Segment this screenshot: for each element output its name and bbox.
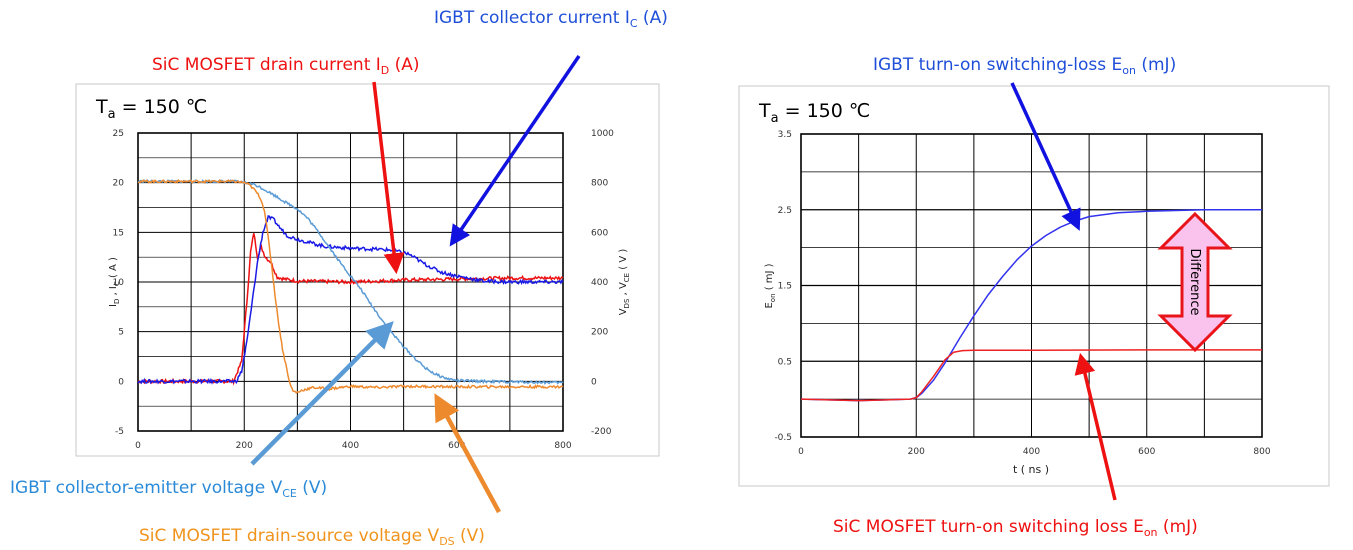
x-tick-label: 600: [448, 441, 465, 451]
igbt-ce-voltage-annotation: IGBT collector-emitter voltage VCE (V): [10, 478, 327, 500]
sic-ds-voltage-annotation: SiC MOSFET drain-source voltage VDS (V): [139, 526, 485, 548]
annotations: IGBT collector current IC (A) SiC MOSFET…: [10, 8, 1198, 548]
igbt-ic-pointer-arrow: [449, 55, 581, 247]
left-y-tick-label: 10: [113, 278, 125, 288]
left-y-tick-label: 0: [118, 377, 124, 387]
loss-y-tick-label: 1.5: [778, 282, 792, 292]
left-y-tick-label: 25: [113, 129, 124, 139]
series-igbt_ic: [137, 215, 564, 385]
waveform-left-y-ticks: -5 0 5 10 15 20 25: [113, 129, 125, 437]
loss-x-tick-label: 200: [908, 447, 925, 457]
waveform-chart-frame: [75, 83, 660, 457]
right-axis-label: VDS , VCE ( V ): [618, 249, 631, 316]
series-sic_eon: [800, 349, 1262, 402]
loss-y-axis-label: Eon ( mJ ): [764, 263, 777, 308]
right-y-tick-label: 400: [591, 278, 608, 288]
x-tick-label: 0: [135, 441, 141, 451]
loss-chart: Ta = 150 ℃ 0 200 400 600 800 -0.5 0.5 1.5 2.5 3.…: [738, 85, 1330, 487]
loss-y-tick-label: 3.5: [778, 130, 792, 140]
left-y-tick-label: 20: [113, 179, 125, 189]
loss-y-tick-label: -0.5: [774, 433, 792, 443]
loss-plot-area: [800, 133, 1263, 438]
sic-drain-current-annotation: SiC MOSFET drain current ID (A): [152, 55, 420, 77]
sic-eon-pointer-arrow: [1074, 352, 1117, 501]
loss-x-axis-label: t ( ns ): [1013, 463, 1049, 476]
right-y-tick-label: 1000: [591, 129, 614, 139]
temperature-label: Ta = 150 ℃: [95, 96, 207, 122]
x-tick-label: 200: [236, 441, 253, 451]
right-y-tick-label: 0: [591, 377, 597, 387]
loss-x-tick-label: 600: [1138, 447, 1155, 457]
waveform-x-ticks: 0 200 400 600 800: [135, 441, 572, 451]
right-y-tick-label: 800: [591, 179, 608, 189]
loss-series: [800, 209, 1262, 402]
difference-arrow-shape: [1157, 211, 1233, 353]
difference-arrow: Difference: [1157, 211, 1233, 353]
sic-eon-annotation: SiC MOSFET turn-on switching loss Eon (m…: [833, 517, 1198, 539]
x-tick-label: 800: [554, 441, 571, 451]
loss-x-tick-label: 800: [1253, 447, 1270, 457]
waveform-right-y-ticks: -200 0 200 400 600 800 1000: [591, 129, 614, 437]
loss-y-tick-label: 2.5: [778, 206, 792, 216]
igbt-collector-current-annotation: IGBT collector current IC (A): [434, 8, 668, 30]
sic-vds-pointer-arrow: [434, 393, 501, 514]
x-tick-label: 400: [342, 441, 359, 451]
loss-x-tick-label: 400: [1023, 447, 1040, 457]
left-y-tick-label: 15: [113, 228, 124, 238]
loss-x-tick-label: 0: [798, 447, 804, 457]
loss-x-ticks: 0 200 400 600 800: [798, 447, 1271, 457]
right-y-tick-label: -200: [591, 427, 612, 437]
igbt-eon-annotation: IGBT turn-on switching-loss Eon (mJ): [873, 55, 1176, 77]
right-y-tick-label: 200: [591, 328, 608, 338]
left-y-tick-label: 5: [118, 328, 124, 338]
loss-temperature-label: Ta = 150 ℃: [758, 100, 870, 126]
left-y-tick-label: -5: [115, 427, 124, 437]
waveform-series: [137, 178, 564, 394]
series-sic_vds: [137, 178, 564, 394]
difference-label: Difference: [1187, 248, 1202, 315]
right-y-tick-label: 600: [591, 228, 608, 238]
sic-id-pointer-arrow: [372, 81, 405, 275]
igbt-eon-pointer-arrow: [1010, 82, 1081, 231]
igbt-vce-pointer-arrow: [250, 321, 394, 466]
loss-y-tick-label: 0.5: [778, 357, 792, 367]
left-axis-label: ID , IC ( A ): [108, 257, 121, 307]
waveform-chart: Ta = 150 ℃ 0 200 400 600 800 -5 0 5 10 15 20 25 -2…: [75, 83, 660, 457]
loss-y-ticks: -0.5 0.5 1.5 2.5 3.5: [774, 130, 792, 443]
